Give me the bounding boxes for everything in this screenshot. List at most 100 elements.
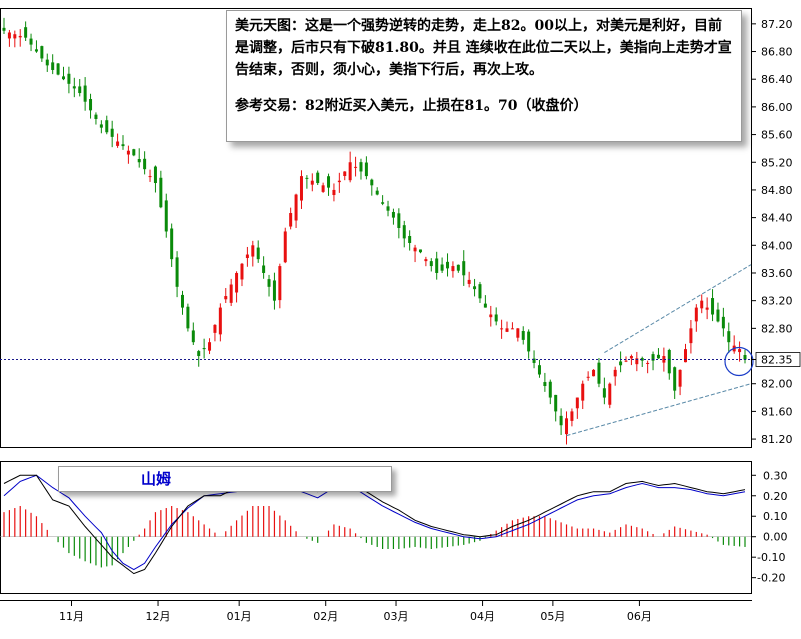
candle-body <box>375 190 379 195</box>
candle-body <box>646 362 650 364</box>
candle-body <box>597 362 601 384</box>
candle-body <box>61 76 65 80</box>
candle-body <box>99 124 103 128</box>
candle-body <box>559 415 563 426</box>
candle-body <box>613 369 617 377</box>
candle-body <box>251 245 255 257</box>
candle-body <box>592 369 596 377</box>
candle-body <box>224 296 228 300</box>
candle-body <box>170 228 174 260</box>
candle-body <box>289 213 293 227</box>
candle-body <box>483 303 487 308</box>
candle-body <box>500 328 504 330</box>
macd-tick-label: 0.10 <box>763 510 788 523</box>
candle-body <box>67 73 71 84</box>
candle-body <box>673 367 677 391</box>
month-label: 02月 <box>313 610 338 623</box>
candle-body <box>619 361 623 366</box>
candle-body <box>354 166 358 168</box>
candle-body <box>435 258 439 273</box>
candle-body <box>208 342 212 351</box>
candle-body <box>7 32 11 39</box>
candle-body <box>689 328 693 344</box>
axes-group: 87.20 86.80 86.40 86.00 85.60 85.20 84.80 84.40… <box>59 18 801 623</box>
candle-body <box>516 328 520 338</box>
month-label: 01月 <box>227 610 252 623</box>
candle-body <box>197 351 201 357</box>
candle-body <box>656 354 660 359</box>
candle-body <box>548 381 552 398</box>
candle-body <box>608 383 612 405</box>
price-tick-label: 86.40 <box>761 73 793 86</box>
candle-body <box>370 179 374 186</box>
candle-body <box>408 235 412 243</box>
candle-body <box>40 46 44 59</box>
candle-body <box>473 286 477 290</box>
candle-body <box>316 172 320 184</box>
price-tick-label: 85.60 <box>761 129 793 142</box>
macd-group <box>0 468 751 575</box>
candle-body <box>159 177 163 208</box>
price-tick-label: 86.00 <box>761 101 793 114</box>
candle-body <box>521 331 525 340</box>
analysis-paragraph-2: 参考交易：82附近买入美元，止损在81。70（收盘价） <box>235 98 588 114</box>
candle-body <box>143 158 147 170</box>
month-label: 04月 <box>470 610 495 623</box>
macd-tick-label: -0.10 <box>757 551 785 564</box>
candle-body <box>462 261 466 276</box>
macd-plot-border <box>0 461 752 594</box>
candle-body <box>678 369 682 387</box>
candle-body <box>640 358 644 361</box>
candle-body <box>537 365 541 375</box>
macd-tick-label: 0.20 <box>763 490 788 503</box>
candle-body <box>105 120 109 133</box>
macd-tick-label: 0.00 <box>763 531 788 544</box>
candle-body <box>381 202 385 204</box>
candle-body <box>272 280 276 301</box>
candle-body <box>327 176 331 188</box>
candle-body <box>667 349 671 374</box>
candle-body <box>635 358 639 365</box>
candle-body <box>186 306 190 329</box>
candle-body <box>191 330 195 343</box>
candle-body <box>532 358 536 363</box>
current-price-box <box>755 352 801 367</box>
price-tick-label: 81.60 <box>761 405 793 418</box>
candle-body <box>440 264 444 271</box>
candle-body <box>305 177 309 179</box>
candle-body <box>83 85 87 102</box>
candle-body <box>602 388 606 398</box>
candle-body <box>743 354 747 360</box>
candle-body <box>256 247 260 260</box>
candle-body <box>56 63 60 75</box>
macd-tick-label: 0.30 <box>763 469 788 482</box>
candle-body <box>126 150 130 155</box>
candle-body <box>72 86 76 89</box>
candle-body <box>245 254 249 259</box>
candle-body <box>153 166 157 184</box>
candle-body <box>110 128 114 137</box>
candle-body <box>294 194 298 221</box>
candle-body <box>543 382 547 387</box>
candle-body <box>651 354 655 361</box>
candle-body <box>51 62 55 70</box>
candle-body <box>494 314 498 322</box>
candle-body <box>575 397 579 409</box>
candle-body <box>570 411 574 421</box>
candle-body <box>581 383 585 401</box>
lower-trend-line <box>566 383 752 437</box>
upper-trend-line <box>604 264 752 354</box>
candle-body <box>629 356 633 359</box>
candle-body <box>180 294 184 308</box>
candle-body <box>429 261 433 267</box>
candle-body <box>45 59 49 66</box>
candle-body <box>89 99 93 111</box>
month-label: 06月 <box>627 610 652 623</box>
analysis-paragraph-1: 美元天图：这是一个强势逆转的走势，走上82。00以上，对美元是利好，目前是调整，… <box>235 18 732 78</box>
candle-body <box>321 185 325 192</box>
candle-body <box>218 307 222 335</box>
candle-body <box>148 176 152 178</box>
candle-body <box>565 418 569 435</box>
candle-body <box>137 159 141 163</box>
